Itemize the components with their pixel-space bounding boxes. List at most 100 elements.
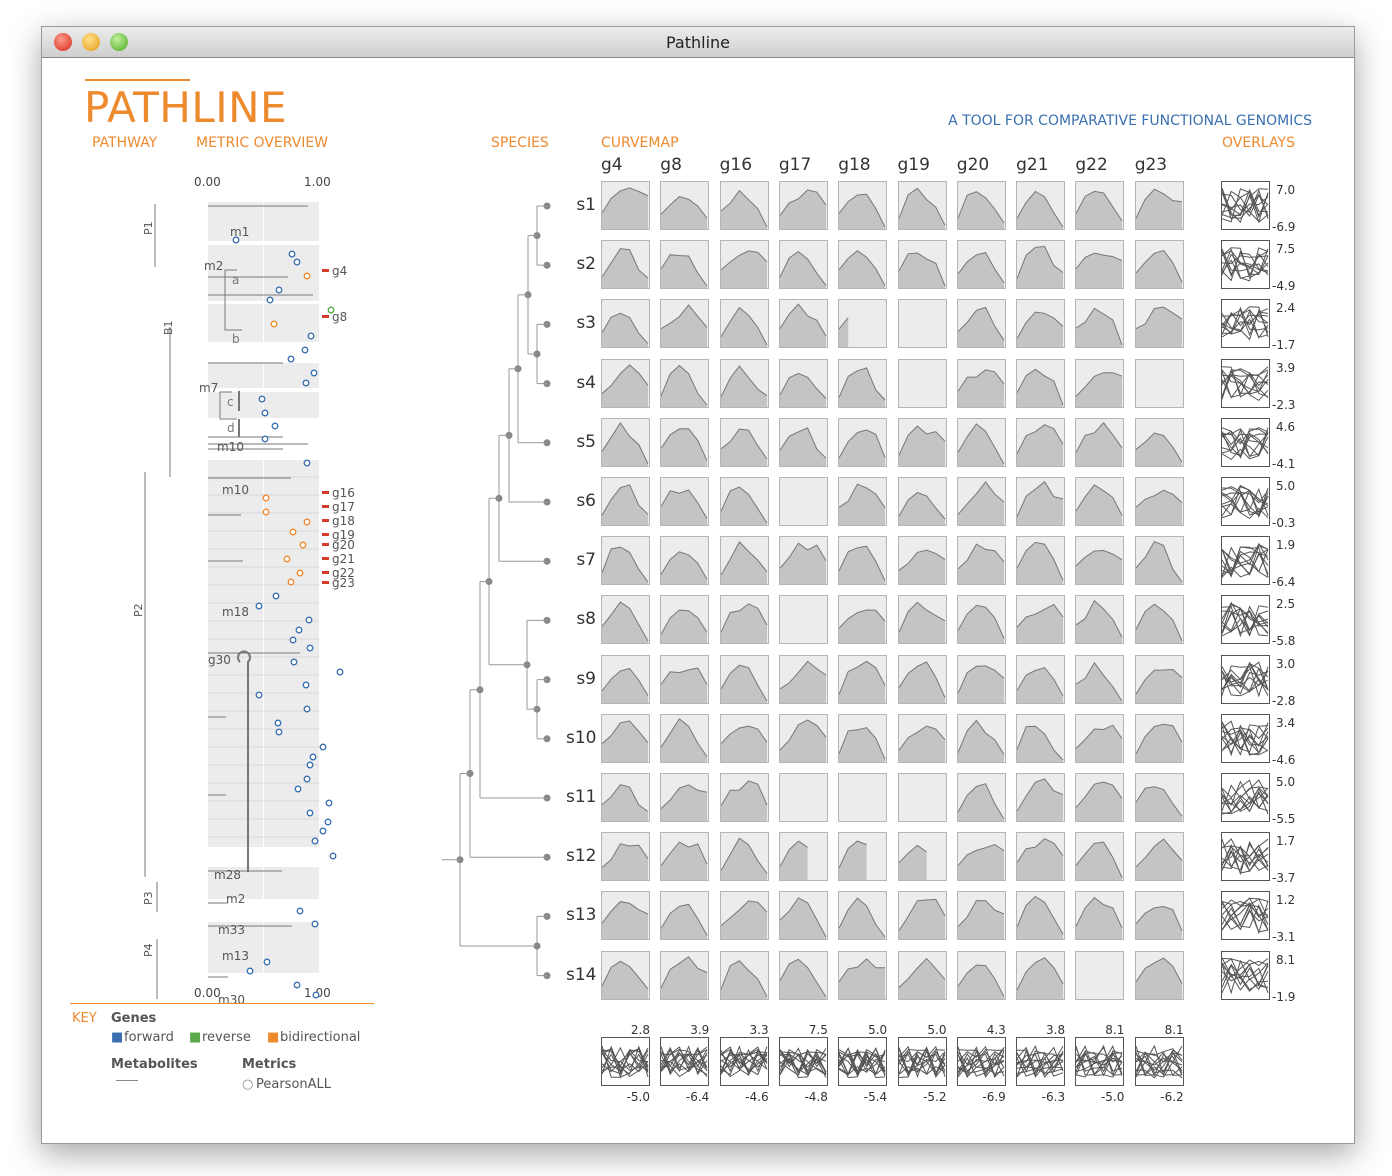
curve-cell[interactable] xyxy=(1075,477,1125,526)
curve-cell[interactable] xyxy=(956,713,1006,763)
species-label[interactable]: s5 xyxy=(576,431,596,452)
species-label[interactable]: s8 xyxy=(576,609,596,630)
curve-cell[interactable] xyxy=(660,713,710,763)
curve-cell[interactable] xyxy=(601,950,650,1000)
gene-overlay[interactable] xyxy=(956,1037,1006,1086)
curve-cell[interactable] xyxy=(838,358,888,408)
species-overlay[interactable] xyxy=(1221,536,1270,586)
curve-cell[interactable] xyxy=(719,773,769,822)
curve-cell[interactable] xyxy=(1016,713,1066,763)
curve-cell[interactable] xyxy=(897,773,947,822)
curve-cell[interactable] xyxy=(897,299,947,349)
curve-cell[interactable] xyxy=(660,477,710,526)
gene-overlay[interactable] xyxy=(778,1037,828,1086)
curve-cell[interactable] xyxy=(719,181,769,230)
minimize-button[interactable] xyxy=(82,33,100,51)
gene-overlay[interactable] xyxy=(719,1037,769,1086)
curve-cell[interactable] xyxy=(897,358,947,408)
gene-overlay[interactable] xyxy=(1075,1037,1125,1086)
curve-cell[interactable] xyxy=(956,240,1006,290)
curve-cell[interactable] xyxy=(1016,181,1066,230)
curve-cell[interactable] xyxy=(838,773,888,822)
curve-cell[interactable] xyxy=(660,240,710,290)
curve-cell[interactable] xyxy=(1075,773,1125,822)
gene-header[interactable]: g16 xyxy=(719,155,753,175)
curve-cell[interactable] xyxy=(660,595,710,645)
curve-cell[interactable] xyxy=(601,891,650,941)
species-overlay[interactable] xyxy=(1221,477,1270,526)
curve-cell[interactable] xyxy=(1075,240,1125,290)
curve-cell[interactable] xyxy=(778,536,828,586)
curve-cell[interactable] xyxy=(778,181,828,230)
species-overlay[interactable] xyxy=(1221,891,1270,941)
species-overlay[interactable] xyxy=(1221,713,1270,763)
curve-cell[interactable] xyxy=(897,477,947,526)
curve-cell[interactable] xyxy=(660,950,710,1000)
species-overlay[interactable] xyxy=(1221,773,1270,822)
curve-cell[interactable] xyxy=(601,417,650,467)
curve-cell[interactable] xyxy=(956,595,1006,645)
curve-cell[interactable] xyxy=(1134,773,1184,822)
curve-cell[interactable] xyxy=(719,891,769,941)
curve-cell[interactable] xyxy=(778,713,828,763)
curve-cell[interactable] xyxy=(1075,654,1125,704)
curve-cell[interactable] xyxy=(778,240,828,290)
curve-cell[interactable] xyxy=(956,181,1006,230)
species-label[interactable]: s4 xyxy=(576,372,596,393)
curve-cell[interactable] xyxy=(1016,654,1066,704)
gene-header[interactable]: g18 xyxy=(838,155,871,175)
curve-cell[interactable] xyxy=(601,181,650,230)
curve-cell[interactable] xyxy=(719,358,769,408)
curve-cell[interactable] xyxy=(838,891,888,941)
species-overlay[interactable] xyxy=(1221,595,1270,645)
curve-cell[interactable] xyxy=(1016,299,1066,349)
curve-cell[interactable] xyxy=(1134,417,1184,467)
gene-header[interactable]: g21 xyxy=(1016,155,1049,175)
curve-cell[interactable] xyxy=(1134,595,1184,645)
curve-cell[interactable] xyxy=(1075,181,1125,230)
curve-cell[interactable] xyxy=(838,832,888,882)
curve-cell[interactable] xyxy=(1016,240,1066,290)
curve-cell[interactable] xyxy=(1134,713,1184,763)
curve-cell[interactable] xyxy=(660,536,710,586)
species-label[interactable]: s13 xyxy=(566,905,597,926)
pathway-panel[interactable]: P1 B1 P2 P3 P4 m1 m2 m7 m10 m10 m18 m28 m2 m33 m13 m30 a… xyxy=(82,187,412,1007)
curve-cell[interactable] xyxy=(719,832,769,882)
curve-cell[interactable] xyxy=(1075,536,1125,586)
title-bar[interactable]: Pathline xyxy=(42,27,1354,58)
species-overlay[interactable] xyxy=(1221,358,1270,408)
curve-cell[interactable] xyxy=(897,595,947,645)
curve-cell[interactable] xyxy=(838,595,888,645)
curve-cell[interactable] xyxy=(1134,477,1184,526)
curve-cell[interactable] xyxy=(956,299,1006,349)
curve-cell[interactable] xyxy=(838,477,888,526)
curve-cell[interactable] xyxy=(1016,832,1066,882)
curve-cell[interactable] xyxy=(601,773,650,822)
curve-cell[interactable] xyxy=(1134,536,1184,586)
species-overlay[interactable] xyxy=(1221,417,1270,467)
species-label[interactable]: s14 xyxy=(566,964,597,985)
species-overlay[interactable] xyxy=(1221,299,1270,349)
curve-cell[interactable] xyxy=(719,654,769,704)
gene-header[interactable]: g20 xyxy=(956,155,990,175)
curve-cell[interactable] xyxy=(719,713,769,763)
curve-cell[interactable] xyxy=(601,595,650,645)
gene-overlay[interactable] xyxy=(1134,1037,1184,1086)
curve-cell[interactable] xyxy=(897,713,947,763)
curve-cell[interactable] xyxy=(719,950,769,1000)
curve-cell[interactable] xyxy=(778,477,828,526)
curve-cell[interactable] xyxy=(897,417,947,467)
curve-cell[interactable] xyxy=(838,536,888,586)
curve-cell[interactable] xyxy=(719,240,769,290)
gene-header[interactable]: g8 xyxy=(660,155,682,175)
curve-cell[interactable] xyxy=(838,417,888,467)
curve-cell[interactable] xyxy=(660,891,710,941)
species-label[interactable]: s3 xyxy=(576,313,596,334)
curve-cell[interactable] xyxy=(660,299,710,349)
species-label[interactable]: s7 xyxy=(576,550,596,571)
curve-cell[interactable] xyxy=(897,832,947,882)
species-overlay[interactable] xyxy=(1221,832,1270,882)
curve-cell[interactable] xyxy=(1016,536,1066,586)
curve-cell[interactable] xyxy=(1075,299,1125,349)
curve-cell[interactable] xyxy=(838,950,888,1000)
